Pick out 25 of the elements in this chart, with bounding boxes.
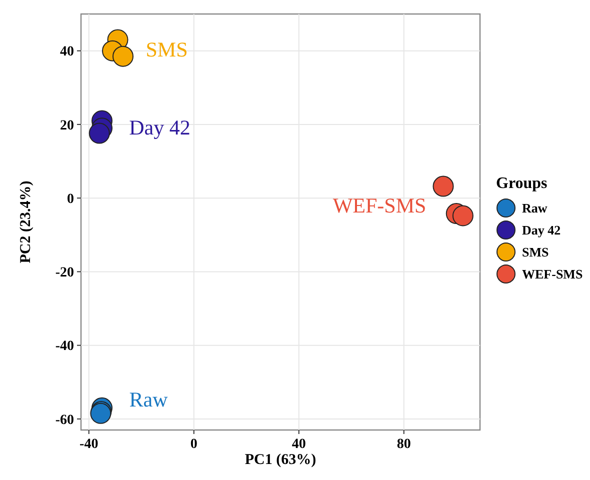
annotation: Raw (129, 387, 169, 412)
point (88, 122, 110, 144)
y-tick-label: -40 (55, 339, 74, 354)
y-tick-label: 20 (60, 118, 74, 134)
y-tick-label: -20 (55, 266, 74, 281)
point (432, 176, 454, 197)
y-axis-title: PC2 (23.4%) (18, 180, 34, 264)
annotation: SMS (146, 37, 188, 62)
legend-label: WEF-SMS (522, 266, 583, 282)
annotation: Day 42 (129, 116, 190, 140)
x-tick-label: 80 (396, 437, 411, 452)
y-tick-label: -60 (55, 412, 74, 428)
point (112, 46, 134, 67)
y-tick-label: 0 (67, 192, 74, 207)
legend-label: Raw (522, 200, 548, 216)
x-axis-title: PC1 (63%) (244, 452, 316, 468)
legend-label: Day 42 (522, 222, 561, 238)
x-tick-label: -40 (80, 437, 98, 452)
x-tick-label: 40 (292, 437, 306, 452)
point (452, 205, 474, 226)
annotation: WEF-SMS (332, 194, 426, 218)
y-tick-label: 40 (60, 44, 74, 60)
legend-title: Groups (496, 175, 548, 192)
x-tick-label: 0 (190, 437, 198, 452)
legend-label: SMS (522, 244, 549, 260)
